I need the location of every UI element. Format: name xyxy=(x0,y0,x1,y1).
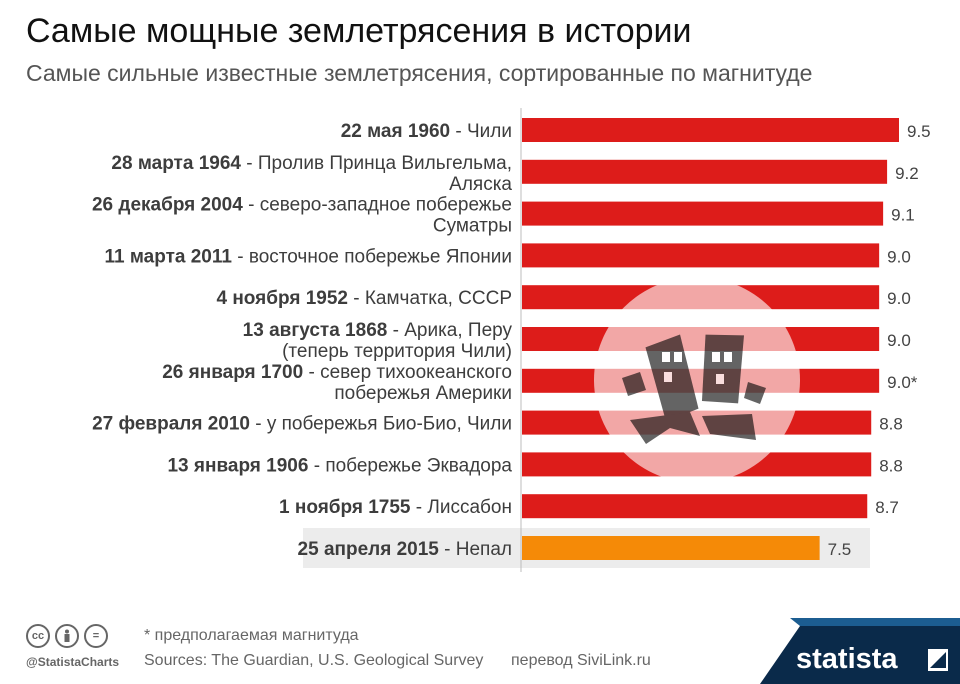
category-label: 13 августа 1868 - Арика, Перу xyxy=(243,320,513,341)
creative-commons-icon: cc xyxy=(26,624,50,648)
chart-subtitle: Самые сильные известные землетрясения, с… xyxy=(26,60,813,86)
bar xyxy=(522,118,899,142)
earthquake-icon xyxy=(594,277,800,483)
category-label: 26 января 1700 - север тихоокеанского xyxy=(162,362,512,383)
statista-logo[interactable]: statista xyxy=(760,618,960,684)
value-label: 9.1 xyxy=(891,206,915,225)
bar xyxy=(522,159,888,184)
category-label: 27 февраля 2010 - у побережья Био-Био, Ч… xyxy=(92,414,512,435)
category-label: Аляска xyxy=(449,174,512,195)
value-label: 9.0 xyxy=(887,289,911,308)
attribution-icon xyxy=(55,624,79,648)
value-label: 8.8 xyxy=(879,415,903,434)
category-label: побережья Америки xyxy=(334,383,512,404)
category-label: 26 декабря 2004 - северо-западное побере… xyxy=(92,195,512,216)
bar xyxy=(522,201,884,226)
category-label: 25 апреля 2015 - Непал xyxy=(298,539,512,560)
no-derivatives-icon: = xyxy=(84,624,108,648)
license-icons: cc = xyxy=(26,624,108,648)
bar xyxy=(522,536,820,560)
category-label: 4 ноября 1952 - Камчатка, СССР xyxy=(216,288,512,309)
bar-chart: 9.5 22 мая 1960 - Чили 9.2 28 марта 1964 - … xyxy=(92,108,931,572)
statista-wordmark: statista xyxy=(796,643,898,675)
bar xyxy=(522,243,880,268)
category-label: Суматры xyxy=(433,216,512,237)
sources: Sources: The Guardian, U.S. Geological S… xyxy=(144,652,484,669)
value-label: 9.0 xyxy=(887,247,911,266)
statista-mark-icon xyxy=(928,649,948,671)
footnote: * предполагаемая магнитуда xyxy=(144,627,359,644)
category-label: 11 марта 2011 - восточное побережье Япон… xyxy=(104,246,512,267)
value-label: 9.0 xyxy=(887,331,911,350)
footer: cc = @StatistaCharts * предполагаемая ма… xyxy=(0,612,960,684)
statista-handle: @StatistaCharts xyxy=(26,655,120,669)
value-label: 8.8 xyxy=(879,456,903,475)
value-label: 9.5 xyxy=(907,122,931,141)
category-label: 28 марта 1964 - Пролив Принца Вильгельма… xyxy=(111,153,512,174)
bar xyxy=(522,494,868,519)
value-label: 7.5 xyxy=(828,540,852,559)
category-label: 22 мая 1960 - Чили xyxy=(341,121,512,142)
translation-credit: перевод SiviLink.ru xyxy=(511,652,651,669)
value-label: 9.0* xyxy=(887,373,918,392)
category-label: 1 ноября 1755 - Лиссабон xyxy=(279,497,512,518)
value-label: 8.7 xyxy=(875,498,899,517)
value-label: 9.2 xyxy=(895,164,919,183)
category-label: (теперь территория Чили) xyxy=(282,341,512,362)
chart-title: Самые мощные землетрясения в истории xyxy=(26,12,692,50)
category-label: 13 января 1906 - побережье Эквадора xyxy=(167,455,512,476)
